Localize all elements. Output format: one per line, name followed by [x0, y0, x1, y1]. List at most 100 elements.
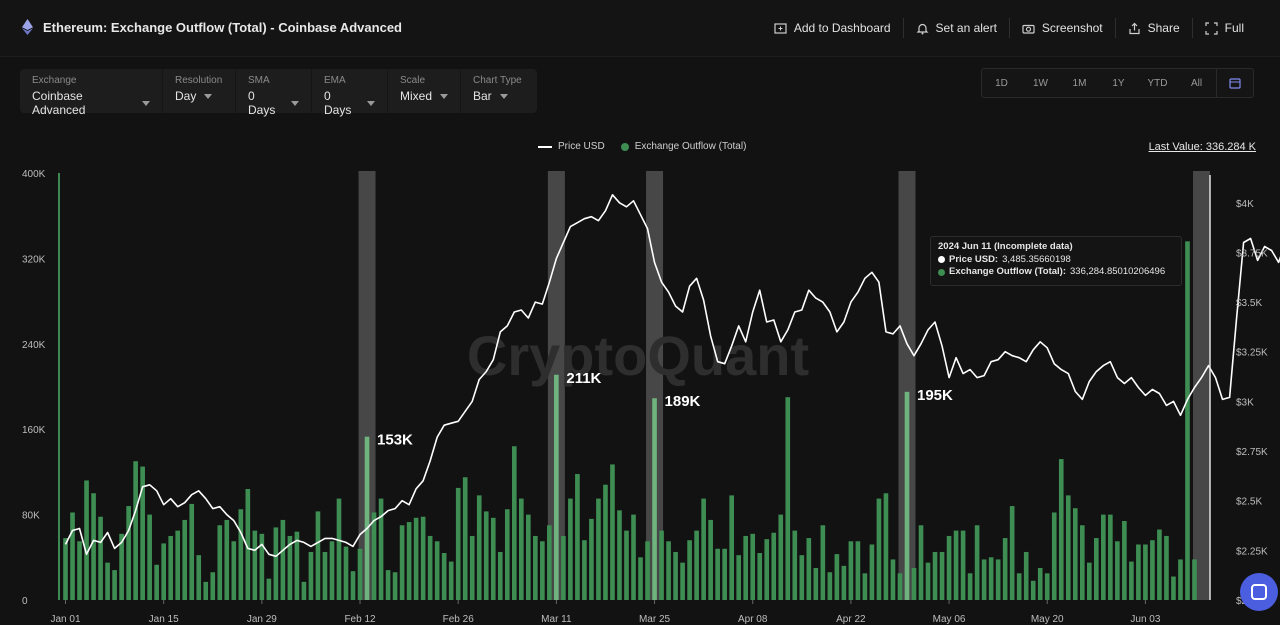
x-tick-label: May 20: [1031, 614, 1064, 625]
calendar-button[interactable]: [1216, 69, 1253, 97]
resolution-value: Day: [175, 89, 197, 103]
outflow-bar: [855, 541, 861, 600]
highlight-band: [646, 171, 664, 600]
outflow-bar: [582, 540, 587, 600]
chart-type-label: Chart Type: [473, 75, 522, 86]
set-alert-label: Set an alert: [935, 21, 997, 35]
fullscreen-label: Full: [1224, 21, 1244, 35]
outflow-bars: [63, 241, 1197, 600]
outflow-bar: [1065, 495, 1071, 600]
outflow-bar: [1115, 541, 1120, 600]
outflow-bar: [547, 525, 552, 600]
outflow-bar: [729, 495, 734, 600]
outflow-bar: [1164, 535, 1169, 600]
scale-select[interactable]: Scale Mixed: [388, 69, 461, 113]
legend-price[interactable]: Price USD: [538, 141, 605, 152]
x-tick-label: Mar 25: [639, 614, 671, 625]
x-tick-label: Mar 11: [541, 614, 572, 625]
exchange-label: Exchange: [32, 75, 77, 86]
outflow-bar: [981, 559, 987, 600]
outflow-bar: [1016, 573, 1022, 600]
legend-outflow[interactable]: Exchange Outflow (Total): [620, 141, 746, 152]
screenshot-button[interactable]: Screenshot: [1010, 21, 1115, 35]
outflow-bar: [189, 503, 195, 600]
x-tick-label: Jan 01: [50, 614, 80, 625]
outflow-bar: [631, 514, 636, 600]
outflow-bar: [308, 551, 314, 600]
outflow-bar: [1030, 580, 1036, 600]
sma-select[interactable]: SMA 0 Days: [236, 69, 312, 117]
outflow-bar: [687, 540, 692, 600]
outflow-bar: [792, 530, 798, 600]
outflow-bar: [757, 553, 763, 600]
sma-label: SMA: [248, 75, 270, 86]
outflow-bar: [715, 548, 720, 600]
outflow-bar: [1192, 559, 1197, 600]
outflow-bar: [1009, 506, 1015, 600]
chart-type-select[interactable]: Chart Type Bar: [461, 69, 537, 113]
outflow-bar: [610, 464, 615, 600]
outflow-bar: [203, 581, 209, 600]
screenshot-label: Screenshot: [1041, 21, 1103, 35]
outflow-bar: [603, 484, 608, 600]
outflow-bar: [540, 541, 545, 600]
tooltip-price-label: Price USD:: [949, 253, 999, 265]
set-alert-button[interactable]: Set an alert: [904, 21, 1009, 35]
ema-select[interactable]: EMA 0 Days: [312, 69, 388, 117]
title-group: Ethereum: Exchange Outflow (Total) - Coi…: [22, 19, 402, 35]
ema-value: 0 Days: [324, 89, 352, 117]
fullscreen-button[interactable]: Full: [1193, 21, 1256, 35]
bell-icon: [916, 23, 928, 34]
last-value-link[interactable]: Last Value: 336.284 K: [1148, 141, 1256, 153]
add-to-dashboard-button[interactable]: Add to Dashboard: [762, 21, 903, 35]
outflow-bar: [259, 533, 265, 600]
share-button[interactable]: Share: [1116, 21, 1192, 35]
outflow-bar: [1101, 514, 1106, 600]
outflow-bar: [995, 559, 1001, 600]
outflow-dot: [938, 268, 945, 276]
right-tick-label: $3K: [1236, 397, 1254, 408]
outflow-bar: [1129, 561, 1134, 600]
outflow-bar: [645, 541, 650, 600]
outflow-bar: [561, 535, 566, 600]
range-1m-button[interactable]: 1M: [1072, 77, 1087, 89]
outflow-bar: [967, 573, 973, 600]
left-tick-label: 240K: [22, 340, 46, 351]
range-1w-button[interactable]: 1W: [1033, 77, 1048, 89]
outflow-bar: [497, 551, 503, 600]
range-1d-button[interactable]: 1D: [995, 77, 1008, 89]
outflow-bar: [427, 535, 433, 600]
outflow-bar: [1079, 525, 1085, 600]
tooltip-outflow-value: 336,284.85010206496: [1070, 266, 1166, 277]
outflow-bar: [918, 525, 924, 600]
range-ytd-button[interactable]: YTD: [1147, 77, 1168, 89]
outflow-dot-swatch: [620, 142, 629, 151]
annotation-label: 189K: [665, 393, 701, 410]
chart-area[interactable]: CryptoQuant 080K160K240K320K400K$2K$2.25…: [0, 160, 1280, 625]
watermark: CryptoQuant: [467, 324, 809, 387]
legend-price-label: Price USD: [558, 141, 605, 152]
outflow-bar: [350, 571, 356, 600]
outflow-bar: [673, 551, 678, 600]
outflow-bar: [988, 557, 994, 600]
range-all-button[interactable]: All: [1190, 77, 1203, 89]
outflow-bar: [680, 562, 685, 600]
outflow-bar: [119, 533, 124, 600]
outflow-bar: [841, 565, 847, 600]
outflow-bar: [554, 374, 559, 600]
exchange-select[interactable]: Exchange Coinbase Advanced: [20, 69, 163, 117]
chat-support-button[interactable]: [1240, 573, 1278, 611]
outflow-bar: [322, 551, 328, 600]
range-1y-button[interactable]: 1Y: [1112, 77, 1125, 89]
outflow-bar: [343, 546, 349, 600]
outflow-bar: [883, 493, 889, 600]
outflow-bar: [63, 538, 68, 600]
outflow-bar: [378, 498, 384, 600]
outflow-bar: [84, 480, 89, 600]
outflow-bar: [406, 522, 412, 600]
resolution-select[interactable]: Resolution Day: [163, 69, 236, 113]
outflow-bar: [490, 517, 496, 600]
outflow-bar: [1157, 529, 1162, 600]
outflow-bar: [133, 461, 138, 600]
x-tick-label: Apr 08: [738, 614, 768, 625]
